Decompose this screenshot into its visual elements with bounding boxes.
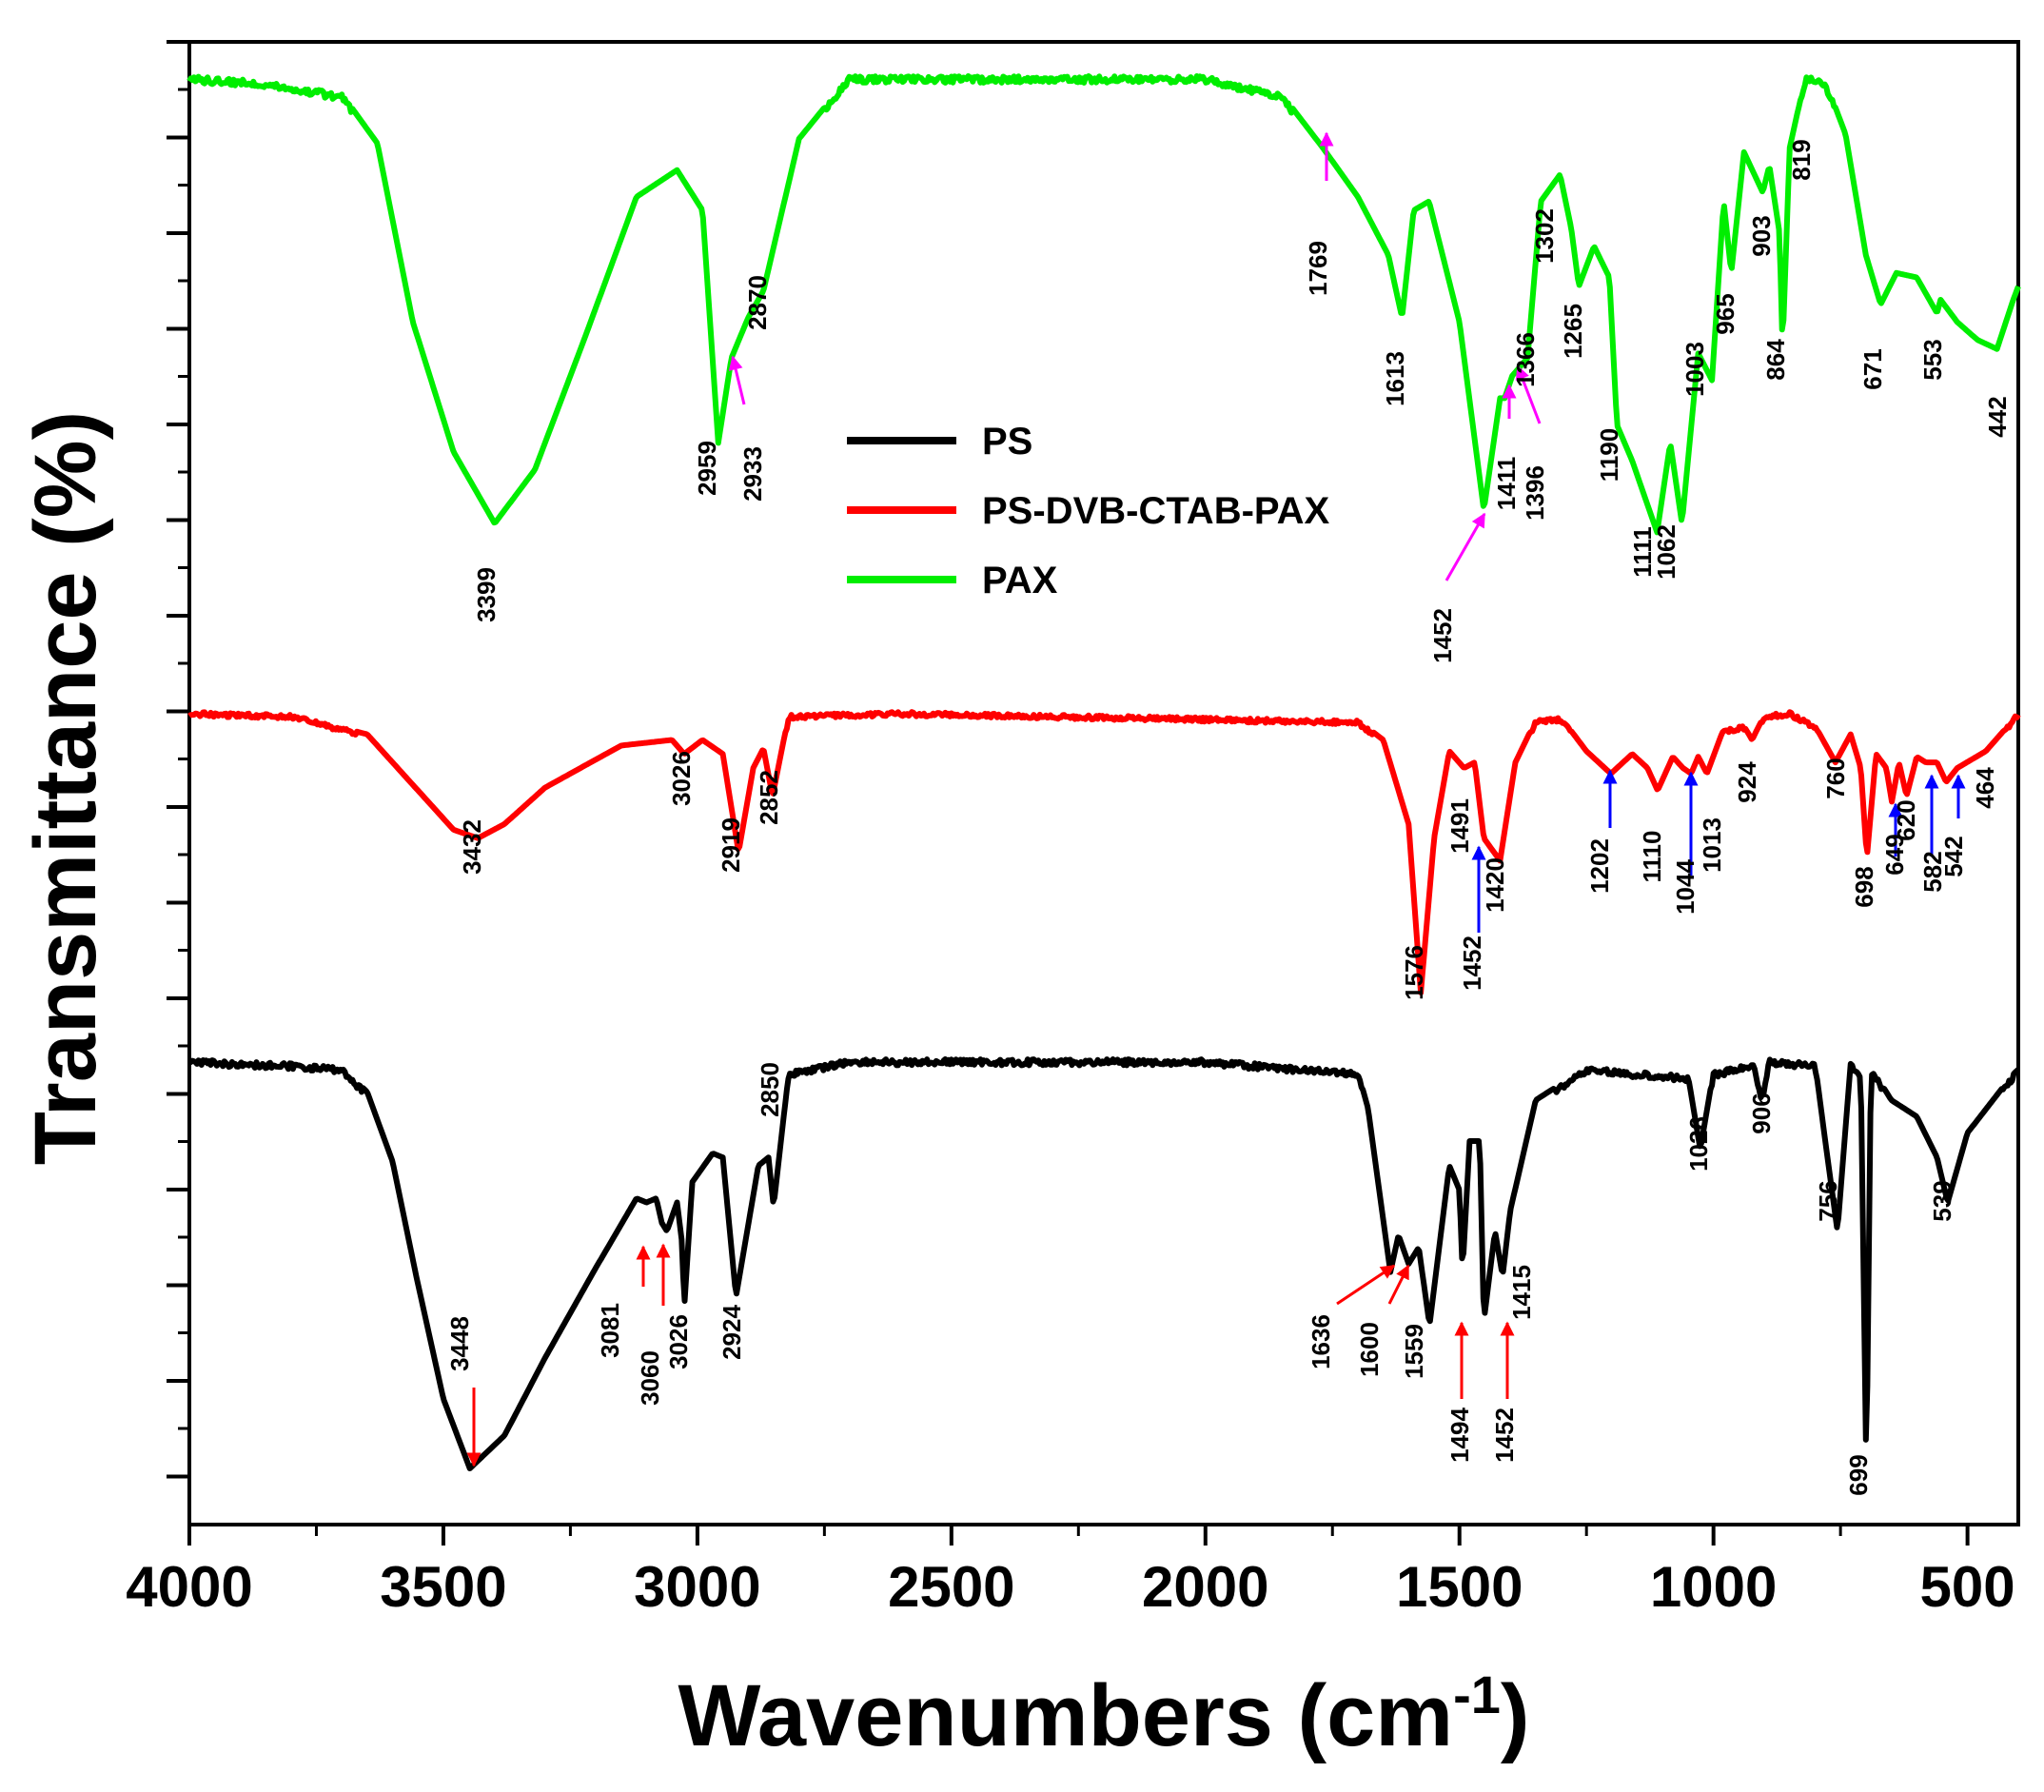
- peak-label-ps-699: 699: [1844, 1454, 1873, 1495]
- peak-label-ps-dvb-ctab-pax-464: 464: [1971, 767, 1999, 809]
- peak-label-ps-dvb-ctab-pax-1576: 1576: [1400, 945, 1428, 1000]
- peak-label-ps-dvb-ctab-pax-1452: 1452: [1458, 935, 1486, 991]
- peak-label-ps-dvb-ctab-pax-620: 620: [1892, 799, 1920, 840]
- peak-label-ps-906: 906: [1747, 1093, 1776, 1133]
- peak-label-ps-539: 539: [1928, 1180, 1956, 1221]
- peak-label-ps-2850: 2850: [756, 1062, 784, 1117]
- plot-frame: [187, 40, 2020, 1526]
- peak-label-pax-1452: 1452: [1428, 608, 1457, 663]
- annotation-arrow-red-15: [1387, 1264, 1410, 1305]
- peak-label-pax-1003: 1003: [1680, 342, 1709, 397]
- peak-label-pax-2870: 2870: [743, 275, 772, 330]
- peak-label-pax-1302: 1302: [1530, 208, 1559, 264]
- peak-label-pax-1613: 1613: [1381, 351, 1409, 406]
- peak-label-pax-1265: 1265: [1559, 304, 1587, 359]
- legend: PS PS-DVB-CTAB-PAX PAX: [847, 421, 1329, 601]
- peak-label-pax-903: 903: [1747, 215, 1776, 256]
- peak-label-pax-3399: 3399: [472, 567, 501, 622]
- peak-label-pax-2959: 2959: [693, 441, 721, 496]
- peak-label-ps-dvb-ctab-pax-698: 698: [1850, 866, 1878, 907]
- peak-label-ps-3060: 3060: [636, 1350, 664, 1406]
- peak-label-layer: 3399 2959 2933 2870 1769 1613 1452 1411 1396 1366…: [445, 139, 2012, 1495]
- peak-label-pax-1769: 1769: [1304, 241, 1332, 296]
- peak-label-pax-819: 819: [1787, 139, 1816, 180]
- x-tick-label-3000: 3000: [634, 1555, 760, 1619]
- peak-label-ps-1452: 1452: [1490, 1408, 1519, 1463]
- peak-label-ps-756: 756: [1814, 1180, 1842, 1221]
- peak-label-ps-dvb-ctab-pax-1202: 1202: [1585, 838, 1614, 894]
- peak-label-ps-dvb-ctab-pax-2919: 2919: [717, 817, 745, 873]
- peak-label-ps-dvb-ctab-pax-1420: 1420: [1481, 857, 1509, 913]
- x-tick-label-1500: 1500: [1396, 1555, 1523, 1619]
- y-axis-ticks: [167, 40, 189, 1479]
- peak-label-ps-dvb-ctab-pax-1110: 1110: [1638, 831, 1666, 883]
- peak-label-pax-1396: 1396: [1521, 465, 1549, 521]
- series-line-pax: [187, 73, 2021, 536]
- x-tick-label-1000: 1000: [1650, 1555, 1777, 1619]
- peak-label-ps-3448: 3448: [445, 1316, 474, 1371]
- peak-label-ps-dvb-ctab-pax-582: 582: [1918, 851, 1947, 892]
- peak-label-ps-3026: 3026: [664, 1314, 693, 1369]
- peak-label-ps-dvb-ctab-pax-1491: 1491: [1445, 798, 1474, 854]
- peak-label-ps-dvb-ctab-pax-1044: 1044: [1671, 859, 1700, 915]
- peak-label-pax-671: 671: [1858, 348, 1887, 389]
- peak-label-pax-553: 553: [1918, 339, 1947, 380]
- legend-label-ps-dvb-ctab-pax: PS-DVB-CTAB-PAX: [982, 490, 1329, 532]
- peak-label-pax-965: 965: [1711, 293, 1739, 334]
- x-tick-label-4000: 4000: [126, 1555, 252, 1619]
- series-line-ps-dvb-ctab-pax: [187, 709, 2021, 995]
- peak-label-ps-1559: 1559: [1400, 1324, 1428, 1379]
- peak-label-ps-1636: 1636: [1307, 1314, 1335, 1369]
- x-axis-title: Wavenumbers (cm-1): [678, 1664, 1529, 1764]
- peak-label-pax-1190: 1190: [1595, 428, 1623, 482]
- arrow-layer: [466, 131, 1966, 1467]
- legend-label-ps: PS: [982, 421, 1032, 463]
- x-tick-label-500: 500: [1920, 1555, 2015, 1619]
- peak-label-ps-1415: 1415: [1507, 1265, 1536, 1320]
- y-axis-title: Transmittance (%): [17, 411, 114, 1165]
- series-line-ps: [187, 1056, 2020, 1471]
- peak-label-pax-864: 864: [1761, 339, 1790, 381]
- peak-label-ps-dvb-ctab-pax-1013: 1013: [1698, 817, 1726, 873]
- peak-label-pax-1366: 1366: [1511, 332, 1540, 387]
- x-tick-label-2000: 2000: [1142, 1555, 1268, 1619]
- series-layer: [187, 73, 2021, 1471]
- peak-label-pax-1111: 1111: [1628, 526, 1657, 578]
- peak-label-ps-3081: 3081: [596, 1303, 624, 1358]
- peak-label-ps-dvb-ctab-pax-760: 760: [1821, 758, 1850, 798]
- peak-label-ps-dvb-ctab-pax-542: 542: [1939, 836, 1968, 876]
- peak-label-ps-1494: 1494: [1445, 1408, 1474, 1463]
- peak-label-ps-dvb-ctab-pax-924: 924: [1733, 761, 1761, 803]
- legend-label-pax: PAX: [982, 560, 1058, 601]
- peak-label-pax-1411: 1411: [1492, 457, 1521, 510]
- peak-label-ps-dvb-ctab-pax-3432: 3432: [458, 819, 486, 875]
- x-tick-label-2500: 2500: [888, 1555, 1014, 1619]
- peak-label-pax-2933: 2933: [738, 446, 767, 502]
- peak-label-ps-dvb-ctab-pax-3026: 3026: [667, 751, 696, 806]
- annotation-arrow-magenta-1: [728, 355, 746, 405]
- x-tick-label-3500: 3500: [380, 1555, 506, 1619]
- annotation-arrow-magenta-4: [1515, 364, 1542, 424]
- annotation-arrow-magenta-2: [1445, 512, 1486, 581]
- x-axis-ticks: 4000 3500 3000 2500 2000 1500 1000 500: [126, 1525, 2015, 1619]
- annotation-arrow-red-14: [1336, 1264, 1396, 1306]
- peak-label-ps-1600: 1600: [1355, 1322, 1384, 1377]
- peak-label-ps-dvb-ctab-pax-649: 649: [1880, 834, 1909, 875]
- peak-label-ps-1026: 1026: [1684, 1116, 1713, 1172]
- peak-label-pax-442: 442: [1983, 396, 2012, 437]
- peak-label-ps-dvb-ctab-pax-2852: 2852: [755, 770, 783, 825]
- peak-label-ps-2924: 2924: [717, 1305, 746, 1360]
- peak-label-pax-1062: 1062: [1652, 524, 1680, 580]
